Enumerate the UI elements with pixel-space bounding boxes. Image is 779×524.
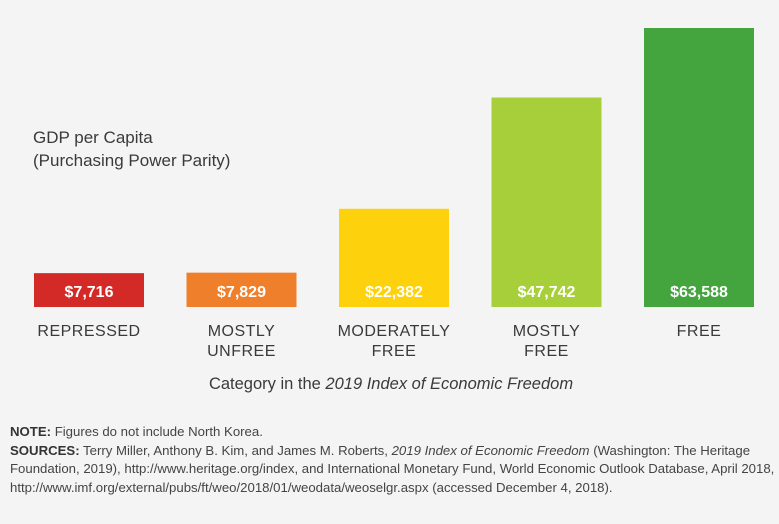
bar-1 xyxy=(186,272,297,307)
category-label-1-line-0: MOSTLY xyxy=(208,323,276,340)
sources-label: SOURCES: xyxy=(10,442,80,458)
sources-italic-title: 2019 Index of Economic Freedom xyxy=(391,442,590,458)
bar-4 xyxy=(644,28,754,307)
bars-group: $7,716 $7,829 $22,382 $47,742 $63,588 xyxy=(34,28,754,307)
category-label-0-line-0: REPRESSED xyxy=(37,323,140,340)
x-axis-label-italic: 2019 Index of Economic Freedom xyxy=(324,375,573,393)
category-labels: REPRESSED MOSTLY UNFREE MODERATELY FREE MOSTL… xyxy=(37,323,722,360)
y-axis-label-line-2: (Purchasing Power Parity) xyxy=(33,151,231,170)
bar-value-label-3: $47,742 xyxy=(518,284,576,301)
sources-text-1: Terry Miller, Anthony B. Kim, and James … xyxy=(79,442,392,458)
bar-value-label-1: $7,829 xyxy=(217,284,266,301)
category-label-3-line-0: MOSTLY xyxy=(513,323,581,340)
bar-3 xyxy=(491,97,602,307)
y-axis-label-line-1: GDP per Capita xyxy=(33,128,153,147)
bar-chart: $7,716 $7,829 $22,382 $47,742 $63,588 REPRES… xyxy=(34,28,754,393)
x-axis-label-prefix: Category in the xyxy=(209,375,325,393)
bar-0 xyxy=(34,273,144,307)
note-text: Figures do not include North Korea. xyxy=(51,424,263,439)
category-label-3-line-1: FREE xyxy=(524,343,569,360)
note-label: NOTE: xyxy=(10,424,52,439)
notes-section: NOTE: Figures do not include North Korea… xyxy=(10,423,775,497)
bar-value-label-4: $63,588 xyxy=(670,284,728,301)
note-line: NOTE: Figures do not include North Korea… xyxy=(10,423,775,442)
x-axis-label: Category in the 2019 Index of Economic F… xyxy=(209,375,573,393)
y-axis-label: GDP per Capita (Purchasing Power Parity) xyxy=(33,126,230,172)
sources-text-2: (Washington: The Heritage Foundation, 20… xyxy=(10,442,775,495)
category-label-1-line-1: UNFREE xyxy=(207,343,276,360)
category-label-4-line-0: FREE xyxy=(677,323,722,340)
bar-2 xyxy=(339,208,449,307)
sources-line: SOURCES: Terry Miller, Anthony B. Kim, a… xyxy=(10,442,775,498)
category-label-2-line-0: MODERATELY xyxy=(338,323,451,340)
category-label-2-line-1: FREE xyxy=(372,343,417,360)
bar-value-label-2: $22,382 xyxy=(365,284,423,301)
bar-value-label-0: $7,716 xyxy=(65,284,114,301)
